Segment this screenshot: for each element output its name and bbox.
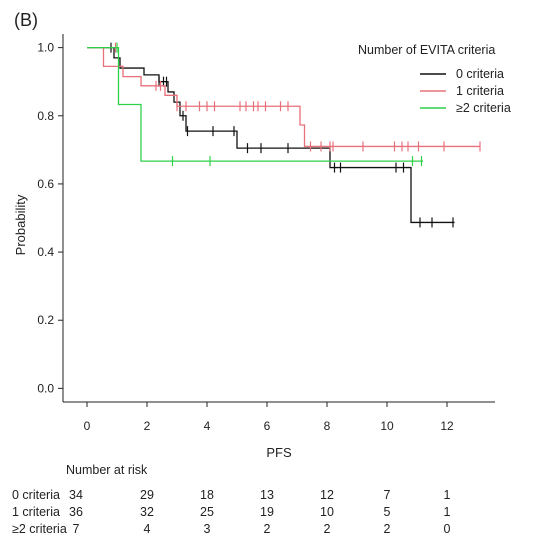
risk-count: 1 xyxy=(444,488,451,502)
risk-count: 2 xyxy=(264,522,271,536)
y-tick-label: 0.2 xyxy=(37,313,54,327)
risk-count: 2 xyxy=(384,522,391,536)
risk-count: 13 xyxy=(260,488,274,502)
legend: Number of EVITA criteria 0 criteria 1 cri… xyxy=(358,43,511,115)
risk-count: 34 xyxy=(69,488,83,502)
risk-count: 32 xyxy=(140,505,154,519)
risk-count: 1 xyxy=(444,505,451,519)
x-tick-label: 2 xyxy=(144,419,151,433)
risk-row-label: ≥2 criteria xyxy=(12,522,67,536)
y-tick-label: 0.6 xyxy=(37,177,54,191)
km-curve-series-0 xyxy=(87,46,455,224)
legend-entries: 0 criteria 1 criteria ≥2 criteria xyxy=(420,67,511,115)
y-tick-label: 0.8 xyxy=(37,109,54,123)
y-tick-label: 1.0 xyxy=(37,41,54,55)
risk-count: 4 xyxy=(144,522,151,536)
y-tick-label: 0.0 xyxy=(37,381,54,395)
y-tick-label: 0.4 xyxy=(37,245,54,259)
risk-count: 36 xyxy=(69,505,83,519)
legend-label: 0 criteria xyxy=(456,67,504,81)
y-axis-title: Probability xyxy=(13,194,28,255)
risk-count: 19 xyxy=(260,505,274,519)
risk-count: 2 xyxy=(324,522,331,536)
legend-title: Number of EVITA criteria xyxy=(358,43,495,57)
risk-count: 10 xyxy=(320,505,334,519)
y-ticks: 0.0 0.2 0.4 0.6 0.8 1.0 xyxy=(37,41,63,395)
risk-row-label: 1 criteria xyxy=(12,505,60,519)
km-curve-series-2 xyxy=(87,46,423,162)
x-tick-label: 6 xyxy=(264,419,271,433)
risk-count: 29 xyxy=(140,488,154,502)
series-layer xyxy=(87,42,481,228)
risk-count: 7 xyxy=(384,488,391,502)
risk-count: 7 xyxy=(73,522,80,536)
risk-count: 25 xyxy=(200,505,214,519)
km-curve-series-1 xyxy=(87,46,480,148)
risk-count: 5 xyxy=(384,505,391,519)
risk-row-label: 0 criteria xyxy=(12,488,60,502)
legend-label: 1 criteria xyxy=(456,84,504,98)
risk-table-title: Number at risk xyxy=(66,463,148,477)
x-axis-title: PFS xyxy=(266,445,292,460)
risk-count: 3 xyxy=(204,522,211,536)
plot-area: 0.0 0.2 0.4 0.6 0.8 1.0 0 2 4 6 8 10 12 xyxy=(37,34,495,433)
risk-count: 18 xyxy=(200,488,214,502)
risk-count: 0 xyxy=(444,522,451,536)
risk-count: 12 xyxy=(320,488,334,502)
x-tick-label: 4 xyxy=(204,419,211,433)
panel-label: (B) xyxy=(14,10,38,30)
risk-rows: 0 criteria 34 29 18 13 12 7 11 criteria 36 32 25 19… xyxy=(12,488,451,536)
x-tick-label: 12 xyxy=(440,419,454,433)
x-tick-label: 10 xyxy=(380,419,394,433)
x-tick-label: 0 xyxy=(84,419,91,433)
x-tick-label: 8 xyxy=(324,419,331,433)
x-ticks: 0 2 4 6 8 10 12 xyxy=(84,402,454,433)
legend-label: ≥2 criteria xyxy=(456,101,511,115)
risk-table: Number at risk 0 criteria 34 29 18 13 12 7 11 c… xyxy=(12,463,451,536)
